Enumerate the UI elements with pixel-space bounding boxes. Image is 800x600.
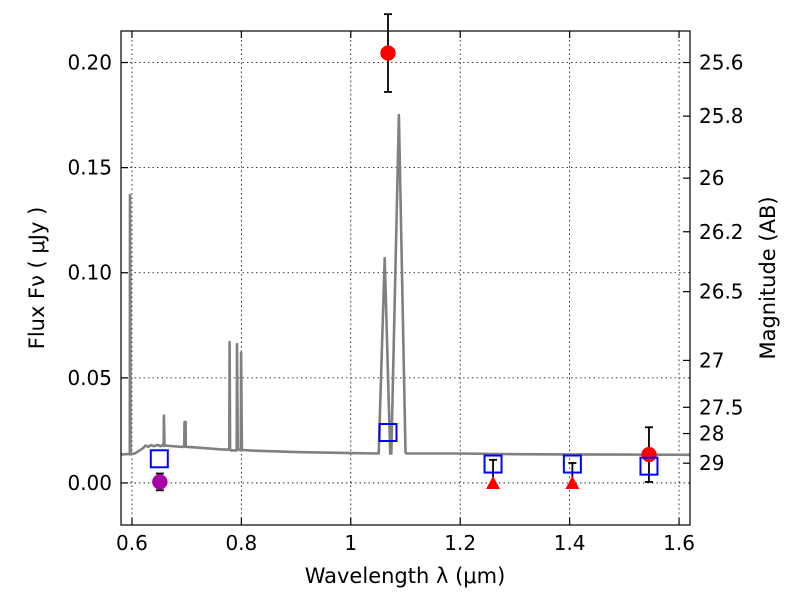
- model-band-square: [483, 454, 503, 474]
- x-tick-label: 1.6: [663, 531, 695, 555]
- x-tick-label: 1.4: [554, 531, 586, 555]
- plot-frame: [120, 30, 691, 526]
- y-tick-label: 0.05: [67, 366, 112, 390]
- y-tick-label: 0.10: [67, 261, 112, 285]
- y2-tick-label: 26.5: [699, 280, 744, 304]
- x-tick-label: 1.2: [444, 531, 476, 555]
- y-tick-label: 0.15: [67, 156, 112, 180]
- axis-ticks: 0.6 0.8 1 1.2 1.4 1.6 0.00 0.05 0.10 0.15 0.20 25.6…: [67, 31, 744, 555]
- y-tick-label: 0.00: [67, 471, 112, 495]
- y2-tick-label: 27: [699, 348, 724, 372]
- model-band-square: [562, 454, 582, 474]
- x-tick-label: 1: [344, 531, 357, 555]
- y2-tick-label: 26.2: [699, 220, 744, 244]
- y-axis-label: Flux Fν ( μJy ): [25, 207, 49, 350]
- model-band-square: [149, 449, 169, 469]
- x-axis-label: Wavelength λ (μm): [305, 564, 506, 588]
- plot-area: [120, 13, 691, 492]
- optical-flux-point: [152, 474, 168, 490]
- x-tick-label: 0.6: [116, 531, 148, 555]
- y2-tick-label: 27.5: [699, 395, 744, 419]
- model-band-square: [639, 456, 659, 476]
- model-spectrum-line: [120, 113, 691, 457]
- grid: [121, 31, 690, 525]
- model-band-square: [378, 423, 398, 443]
- y2-tick-label: 25.6: [699, 51, 744, 75]
- y2-tick-label: 29: [699, 451, 724, 475]
- upper-limit-triangle: [565, 475, 580, 489]
- photometry-point: [641, 446, 657, 463]
- y-tick-label: 0.20: [67, 51, 112, 75]
- y2-tick-label: 28: [699, 422, 724, 446]
- y2-tick-label: 25.8: [699, 104, 744, 128]
- upper-limit-triangle: [486, 475, 501, 489]
- x-tick-label: 0.8: [225, 531, 257, 555]
- y2-tick-label: 26: [699, 166, 724, 190]
- photometry-point: [380, 45, 396, 61]
- right-axis-label: Magnitude (AB): [756, 196, 780, 359]
